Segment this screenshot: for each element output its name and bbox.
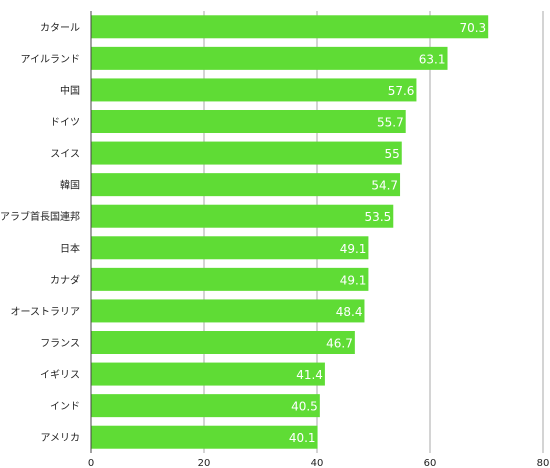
category-label: スイス bbox=[50, 149, 80, 160]
bar bbox=[91, 394, 320, 418]
value-label: 49.1 bbox=[340, 273, 367, 287]
category-label: フランス bbox=[40, 338, 80, 350]
x-tick-labels: 0 20 40 60 80 bbox=[88, 458, 550, 468]
grid-lines bbox=[203, 11, 544, 453]
category-label: インド bbox=[50, 402, 80, 413]
bar bbox=[91, 362, 325, 386]
value-label: 70.3 bbox=[459, 21, 486, 35]
category-label: カタール bbox=[40, 22, 80, 34]
x-tick-label: 60 bbox=[424, 458, 437, 468]
bar bbox=[91, 78, 417, 102]
bars bbox=[91, 15, 489, 449]
category-label: オーストラリア bbox=[11, 306, 81, 318]
bar bbox=[91, 46, 448, 70]
category-label: アメリカ bbox=[41, 432, 81, 444]
bar bbox=[91, 15, 489, 39]
value-label: 53.5 bbox=[365, 210, 392, 224]
category-labels: カタールアイルランド中国ドイツスイス韓国アラブ首長国連邦日本カナダオーストラリア… bbox=[0, 22, 80, 444]
category-label: アラブ首長国連邦 bbox=[0, 210, 80, 223]
x-tick-label: 80 bbox=[537, 458, 550, 468]
value-label: 63.1 bbox=[419, 52, 446, 66]
x-tick-label: 40 bbox=[311, 458, 324, 468]
category-label: 中国 bbox=[60, 84, 80, 97]
value-label: 55 bbox=[384, 147, 399, 161]
value-label: 55.7 bbox=[377, 116, 404, 130]
category-label: 韓国 bbox=[60, 180, 80, 192]
value-label: 40.1 bbox=[289, 431, 316, 445]
value-label: 49.1 bbox=[340, 242, 367, 256]
category-label: カナダ bbox=[50, 273, 80, 286]
category-label: 日本 bbox=[60, 242, 80, 255]
value-label: 57.6 bbox=[388, 84, 415, 98]
category-label: ドイツ bbox=[50, 118, 80, 129]
value-label: 46.7 bbox=[326, 337, 353, 351]
bar bbox=[91, 425, 318, 449]
bar bbox=[91, 331, 355, 354]
value-label: 54.7 bbox=[371, 179, 398, 193]
bar bbox=[91, 110, 406, 133]
value-label: 40.5 bbox=[291, 400, 318, 414]
value-labels: 70.3 63.1 57.6 55.7 55 54.7 53.5 49.1 49.1 48.4 46… bbox=[289, 21, 486, 445]
value-label: 41.4 bbox=[296, 368, 323, 382]
value-label: 48.4 bbox=[336, 305, 363, 319]
bar bbox=[91, 236, 369, 260]
bar bbox=[91, 267, 369, 291]
x-tick-label: 0 bbox=[88, 458, 94, 468]
bar bbox=[91, 299, 365, 323]
bar bbox=[91, 173, 401, 197]
bar bbox=[91, 204, 394, 228]
category-label: アイルランド bbox=[21, 53, 81, 65]
category-label: イギリス bbox=[40, 369, 80, 381]
x-tick-label: 20 bbox=[198, 458, 211, 468]
bar bbox=[91, 141, 402, 165]
